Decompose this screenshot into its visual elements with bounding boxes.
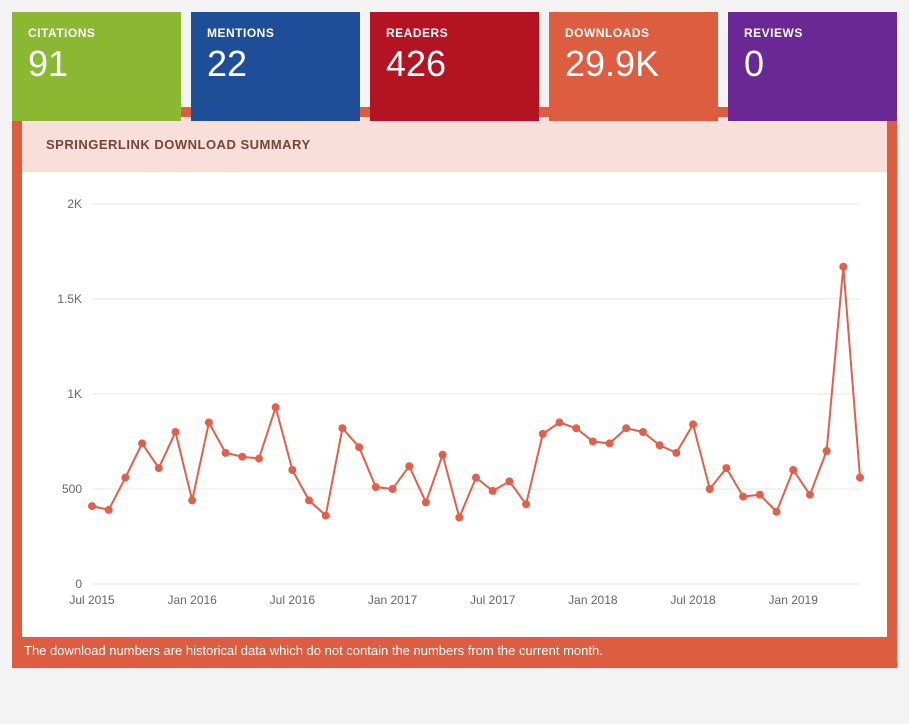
svg-text:Jul 2018: Jul 2018 (670, 593, 716, 607)
tab-label: READERS (386, 26, 523, 40)
tab-value: 0 (744, 42, 881, 85)
panel-footnote: The download numbers are historical data… (22, 637, 887, 658)
chart-container: 0 500 1K 1.5K 2K Jul 2015 Jan 2016 Jul 2016 Jan … (22, 172, 887, 637)
tab-value: 426 (386, 42, 523, 85)
svg-text:Jan 2017: Jan 2017 (368, 593, 418, 607)
svg-text:Jul 2017: Jul 2017 (470, 593, 516, 607)
tab-citations[interactable]: CITATIONS 91 (12, 12, 181, 121)
svg-text:1K: 1K (67, 387, 82, 401)
svg-text:Jul 2015: Jul 2015 (69, 593, 115, 607)
svg-text:0: 0 (75, 577, 82, 591)
tab-label: DOWNLOADS (565, 26, 702, 40)
tab-readers[interactable]: READERS 426 (370, 12, 539, 121)
tab-value: 29.9K (565, 42, 702, 85)
tab-value: 91 (28, 42, 165, 85)
svg-text:500: 500 (62, 482, 82, 496)
tab-value: 22 (207, 42, 344, 85)
panel-title: SPRINGERLINK DOWNLOAD SUMMARY (22, 117, 887, 172)
svg-text:1.5K: 1.5K (57, 292, 82, 306)
svg-text:Jan 2016: Jan 2016 (167, 593, 217, 607)
tab-reviews[interactable]: REVIEWS 0 (728, 12, 897, 121)
tab-label: REVIEWS (744, 26, 881, 40)
downloads-line-chart: 0 500 1K 1.5K 2K Jul 2015 Jan 2016 Jul 2016 Jan … (30, 184, 878, 624)
tab-downloads[interactable]: DOWNLOADS 29.9K (549, 12, 718, 121)
svg-text:Jan 2019: Jan 2019 (769, 593, 819, 607)
tab-mentions[interactable]: MENTIONS 22 (191, 12, 360, 121)
tab-label: CITATIONS (28, 26, 165, 40)
downloads-panel: SPRINGERLINK DOWNLOAD SUMMARY 0 500 1K 1.5K… (12, 107, 897, 668)
svg-text:Jul 2016: Jul 2016 (270, 593, 316, 607)
svg-text:2K: 2K (67, 197, 82, 211)
panel-inner: SPRINGERLINK DOWNLOAD SUMMARY 0 500 1K 1.5K… (22, 117, 887, 637)
metric-tabs: CITATIONS 91 MENTIONS 22 READERS 426 DOWNLOADS… (12, 12, 897, 121)
tab-label: MENTIONS (207, 26, 344, 40)
svg-text:Jan 2018: Jan 2018 (568, 593, 618, 607)
